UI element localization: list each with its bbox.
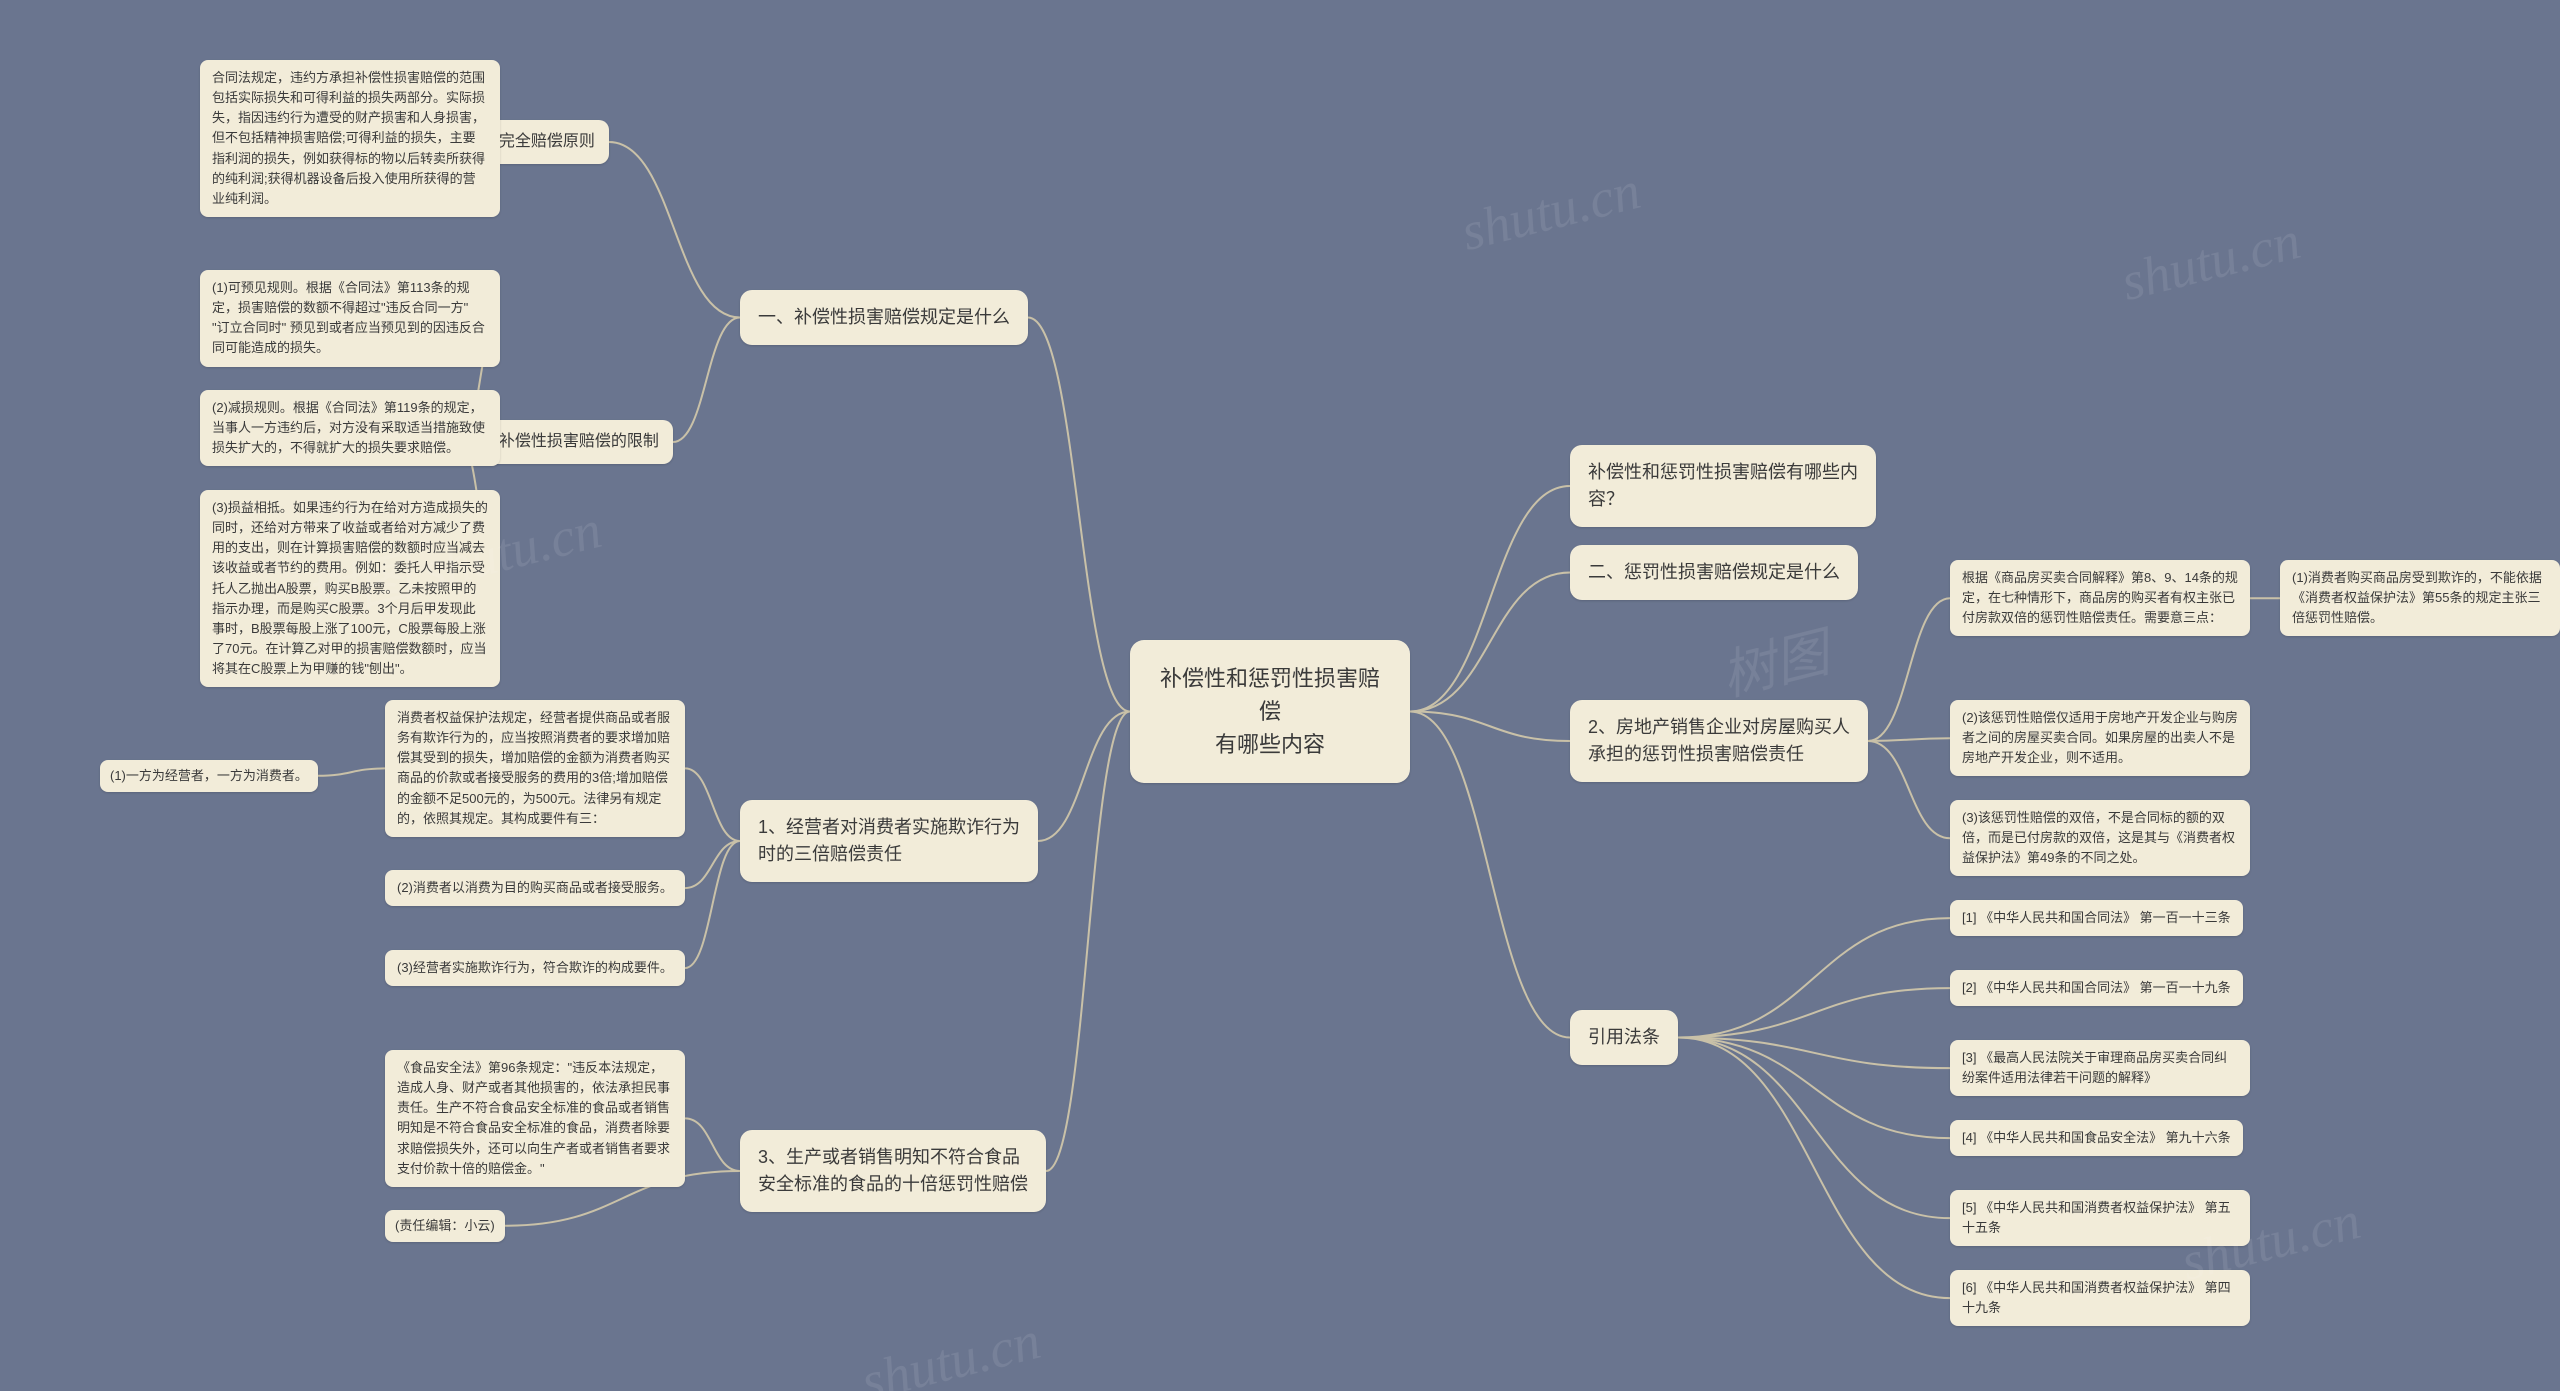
mindmap-node-rb3a: 根据《商品房买卖合同解释》第8、9、14条的规定，在七种情形下，商品房的购买者有…	[1950, 560, 2250, 636]
mindmap-node-lb2b: (2)消费者以消费为目的购买商品或者接受服务。	[385, 870, 685, 906]
watermark: shutu.cn	[2115, 209, 2306, 313]
mindmap-node-lb3b: (责任编辑：小云)	[385, 1210, 505, 1242]
mindmap-node-lb1a1: 合同法规定，违约方承担补偿性损害赔偿的范围包括实际损失和可得利益的损失两部分。实…	[200, 60, 500, 217]
mindmap-node-lb1: 一、补偿性损害赔偿规定是什么	[740, 290, 1028, 345]
mindmap-node-law5: [5] 《中华人民共和国消费者权益保护法》 第五十五条	[1950, 1190, 2250, 1246]
mindmap-node-law3: [3] 《最高人民法院关于审理商品房买卖合同纠纷案件适用法律若干问题的解释》	[1950, 1040, 2250, 1096]
mindmap-node-rb3b: (2)该惩罚性赔偿仅适用于房地产开发企业与购房者之间的房屋买卖合同。如果房屋的出…	[1950, 700, 2250, 776]
mindmap-node-law4: [4] 《中华人民共和国食品安全法》 第九十六条	[1950, 1120, 2243, 1156]
mindmap-node-law6: [6] 《中华人民共和国消费者权益保护法》 第四十九条	[1950, 1270, 2250, 1326]
mindmap-node-lb3a: 《食品安全法》第96条规定："违反本法规定，造成人身、财产或者其他损害的，依法承…	[385, 1050, 685, 1187]
mindmap-node-law2: [2] 《中华人民共和国合同法》 第一百一十九条	[1950, 970, 2243, 1006]
mindmap-node-lb2: 1、经营者对消费者实施欺诈行为时的三倍赔偿责任	[740, 800, 1038, 882]
mindmap-node-rq: 补偿性和惩罚性损害赔偿有哪些内容？	[1570, 445, 1876, 527]
mindmap-node-rb3a1: (1)消费者购买商品房受到欺诈的，不能依据《消费者权益保护法》第55条的规定主张…	[2280, 560, 2560, 636]
mindmap-node-rb3: 2、房地产销售企业对房屋购买人承担的惩罚性损害赔偿责任	[1570, 700, 1868, 782]
mindmap-node-law1: [1] 《中华人民共和国合同法》 第一百一十三条	[1950, 900, 2243, 936]
mindmap-node-rb4: 引用法条	[1570, 1010, 1678, 1065]
mindmap-node-lb2a1: (1)一方为经营者，一方为消费者。	[100, 760, 318, 792]
mindmap-node-lb2a: 消费者权益保护法规定，经营者提供商品或者服务有欺诈行为的，应当按照消费者的要求增…	[385, 700, 685, 837]
mindmap-node-rb3c: (3)该惩罚性赔偿的双倍，不是合同标的额的双倍，而是已付房款的双倍，这是其与《消…	[1950, 800, 2250, 876]
watermark: shutu.cn	[1455, 159, 1646, 263]
mindmap-node-lb1b2: (2)减损规则。根据《合同法》第119条的规定，当事人一方违约后，对方没有采取适…	[200, 390, 500, 466]
mindmap-node-rb2: 二、惩罚性损害赔偿规定是什么	[1570, 545, 1858, 600]
mindmap-node-lb1b1: (1)可预见规则。根据《合同法》第113条的规定，损害赔偿的数额不得超过"违反合…	[200, 270, 500, 367]
mindmap-node-lb2c: (3)经营者实施欺诈行为，符合欺诈的构成要件。	[385, 950, 685, 986]
watermark: 树图	[1712, 608, 1836, 711]
mindmap-node-root: 补偿性和惩罚性损害赔偿有哪些内容	[1130, 640, 1410, 783]
mindmap-node-lb3: 3、生产或者销售明知不符合食品安全标准的食品的十倍惩罚性赔偿	[740, 1130, 1046, 1212]
watermark: shutu.cn	[855, 1309, 1046, 1391]
mindmap-node-lb1b3: (3)损益相抵。如果违约行为在给对方造成损失的同时，还给对方带来了收益或者给对方…	[200, 490, 500, 687]
